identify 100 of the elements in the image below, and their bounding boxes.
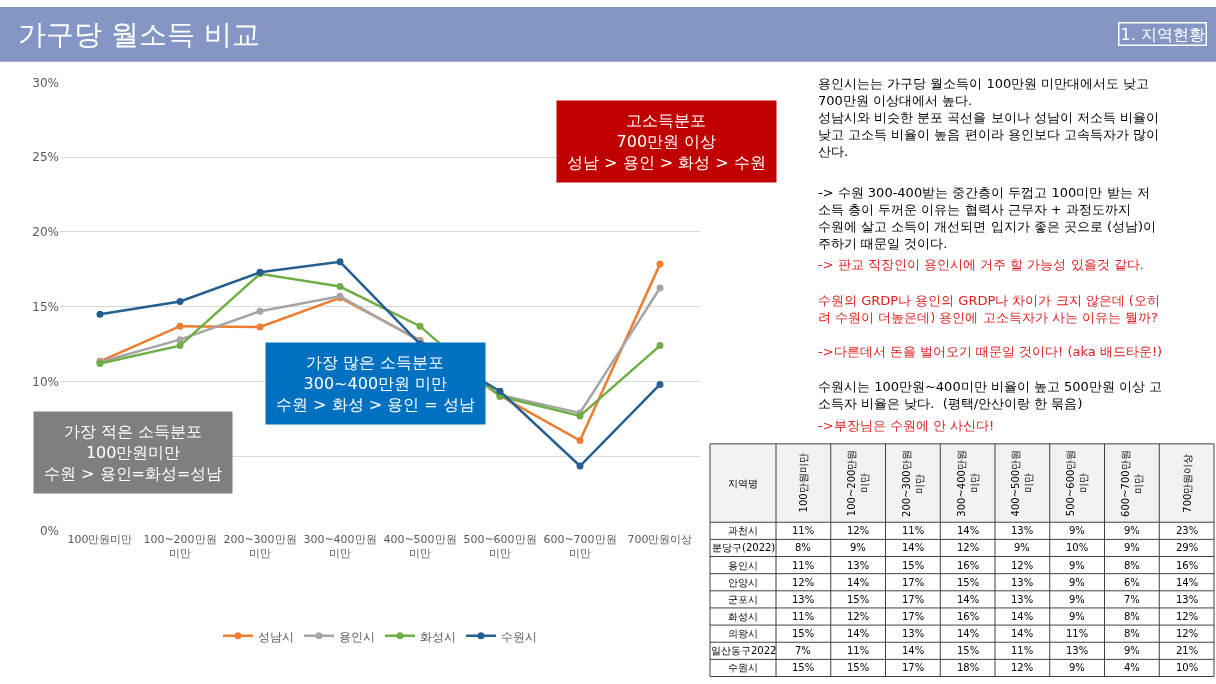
data-label: 13% <box>902 628 925 639</box>
annotation: 고소득분포 700만원 이상 성남 > 용인 > 화성 > 수원 <box>567 111 766 172</box>
data-label: 14% <box>1011 628 1034 639</box>
text: 수원시는 100만원~400미만 비율이 높고 500만원 이상 고 소득자 비율은 낮다. (평택/안산이랑 한 묶음) <box>818 379 1163 411</box>
data-label: 13% <box>1176 594 1199 605</box>
data-label: 9% <box>850 542 866 553</box>
data-label: 9% <box>1069 525 1085 536</box>
data-label: 17% <box>902 594 925 605</box>
x-tick-label: 700만원이상 <box>1181 453 1193 513</box>
x-tick-label: 600~700만원 미만 <box>1119 450 1144 517</box>
data-label: 9% <box>1069 662 1085 673</box>
data-label: 11% <box>902 525 925 536</box>
annotation: 가장 많은 소득분포 300~400만원 미만 수원 > 화성 > 용인 = 성남 <box>276 353 475 414</box>
data-label: 15% <box>792 628 815 639</box>
data-label: 13% <box>1011 577 1034 588</box>
point <box>176 322 184 330</box>
text: ->부장님은 수원에 안 사신다! <box>818 418 995 433</box>
x-tick-label: 100만원미만 <box>67 533 133 547</box>
data-label: 9% <box>1069 560 1085 571</box>
legend-label: 용인시 <box>339 629 375 644</box>
point <box>576 437 584 445</box>
data-label: 12% <box>847 525 870 536</box>
x-tick-label: 500~600만원 미만 <box>463 533 537 561</box>
data-label: 14% <box>847 577 870 588</box>
y-tick-label: 군포시 <box>728 594 758 605</box>
x-tick-label: 300~400만원 미만 <box>303 533 377 561</box>
y-tick-label: 30% <box>32 75 59 90</box>
y-tick-label: 의왕시 <box>728 628 758 639</box>
data-label: 12% <box>957 542 980 553</box>
legend-label: 화성시 <box>420 629 456 644</box>
y-tick-label: 안양시 <box>728 577 758 588</box>
point <box>176 298 184 305</box>
point <box>96 310 104 318</box>
x-tick-label: 200~300만원 미만 <box>900 450 925 517</box>
data-label: 13% <box>792 594 815 605</box>
data-label: 15% <box>957 577 980 588</box>
x-tick-label: 100만원미만 <box>798 453 810 513</box>
x-tick-label: 100~200만원 미만 <box>846 449 871 517</box>
point <box>496 387 504 395</box>
x-tick-label: 400~500만원 미만 <box>383 533 457 561</box>
data-label: 9% <box>1069 611 1085 622</box>
x-tick-label: 200~300만원 미만 <box>223 533 297 561</box>
point <box>656 260 664 268</box>
data-label: 12% <box>847 611 870 622</box>
text: -> 판교 직장인이 용인시에 거주 할 가능성 있을것 같다. <box>818 257 1144 272</box>
data-label: 13% <box>1011 594 1034 605</box>
y-tick-label: 15% <box>32 299 59 314</box>
y-tick-label: 일산동구2022 <box>711 645 777 656</box>
data-label: 23% <box>1176 525 1199 536</box>
data-label: 9% <box>1069 594 1085 605</box>
text: 용인시는는 가구당 월소득이 100만원 미만대에서도 낮고 700만원 이상대에서 높다. 성남시와 비슷한 분포 곡선을 보이나 성남이 저소득 비율이 낮고 고소득 비율이 높음 편이라 용인보다 고속득자가 많이 산다. <box>818 76 1159 159</box>
data-label: 4% <box>1124 662 1140 673</box>
y-tick-label: 0% <box>39 524 59 539</box>
data-label: 7% <box>1124 594 1140 605</box>
data-label: 15% <box>902 560 925 571</box>
data-label: 9% <box>1069 577 1085 588</box>
data-label: 17% <box>902 577 925 588</box>
data-label: 12% <box>1176 628 1199 639</box>
data-label: 8% <box>1124 611 1140 622</box>
data-label: 12% <box>792 577 815 588</box>
data-label: 6% <box>1124 577 1140 588</box>
data-label: 21% <box>1176 645 1199 656</box>
y-tick-label: 수원시 <box>728 662 758 673</box>
x-tick-label: 700만원이상 <box>627 533 693 547</box>
point <box>256 307 264 315</box>
data-label: 15% <box>847 662 870 673</box>
chart-title: 가구당 월소득 비교 <box>18 18 260 51</box>
data-label: 15% <box>847 594 870 605</box>
text: 수원의 GRDP나 용인의 GRDP나 차이가 크지 않은데 (오히 려 수원이 더높은데) 용인에 고소득자가 사는 이유는 뭘까? <box>818 293 1160 325</box>
data-label: 12% <box>1011 662 1034 673</box>
data-label: 29% <box>1176 542 1199 553</box>
data-label: 10% <box>1176 662 1199 673</box>
data-label: 11% <box>792 611 815 622</box>
point <box>336 283 344 291</box>
point <box>656 284 664 292</box>
legend-label: 수원시 <box>501 629 537 644</box>
x-tick-label: 300~400만원 미만 <box>955 450 980 517</box>
annotation: 가장 적은 소득분포 100만원미만 수원 > 용인=화성=성남 <box>44 422 223 483</box>
text: ->다른데서 돈을 벌어오기 때문일 것이다! (aka 배드타운!) <box>818 344 1163 359</box>
x-tick-label: 400~500만원 미만 <box>1010 449 1035 517</box>
point <box>416 322 424 330</box>
text: 1. 지역현황 <box>1120 24 1205 44</box>
data-label: 9% <box>1124 645 1140 656</box>
data-label: 15% <box>792 662 815 673</box>
y-tick-label: 과천시 <box>728 525 758 536</box>
data-label: 14% <box>957 525 980 536</box>
y-tick-label: 20% <box>32 225 59 240</box>
text: -> 수원 300-400받는 중간층이 두껍고 100미만 받는 저 소득 층이 두꺼운 이유는 협력사 근무자 + 과정도까지 수원에 살고 소득이 개선되면 입지가 좋은 곳으로 (성남)이 주하기 때문일 것이다. <box>818 185 1157 251</box>
data-label: 11% <box>1066 628 1089 639</box>
data-label: 12% <box>1176 611 1199 622</box>
y-tick-label: 용인시 <box>728 560 758 571</box>
data-label: 14% <box>902 542 925 553</box>
point <box>576 462 584 470</box>
y-tick-label: 10% <box>32 374 59 389</box>
data-label: 14% <box>1176 577 1199 588</box>
data-label: 14% <box>957 594 980 605</box>
point <box>256 323 264 331</box>
point <box>656 380 664 388</box>
data-label: 17% <box>902 611 925 622</box>
data-label: 11% <box>792 525 815 536</box>
